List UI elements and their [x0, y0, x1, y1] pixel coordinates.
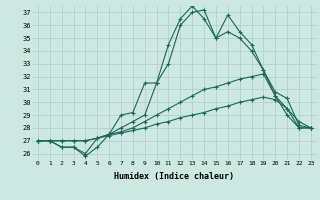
X-axis label: Humidex (Indice chaleur): Humidex (Indice chaleur) [115, 172, 234, 181]
